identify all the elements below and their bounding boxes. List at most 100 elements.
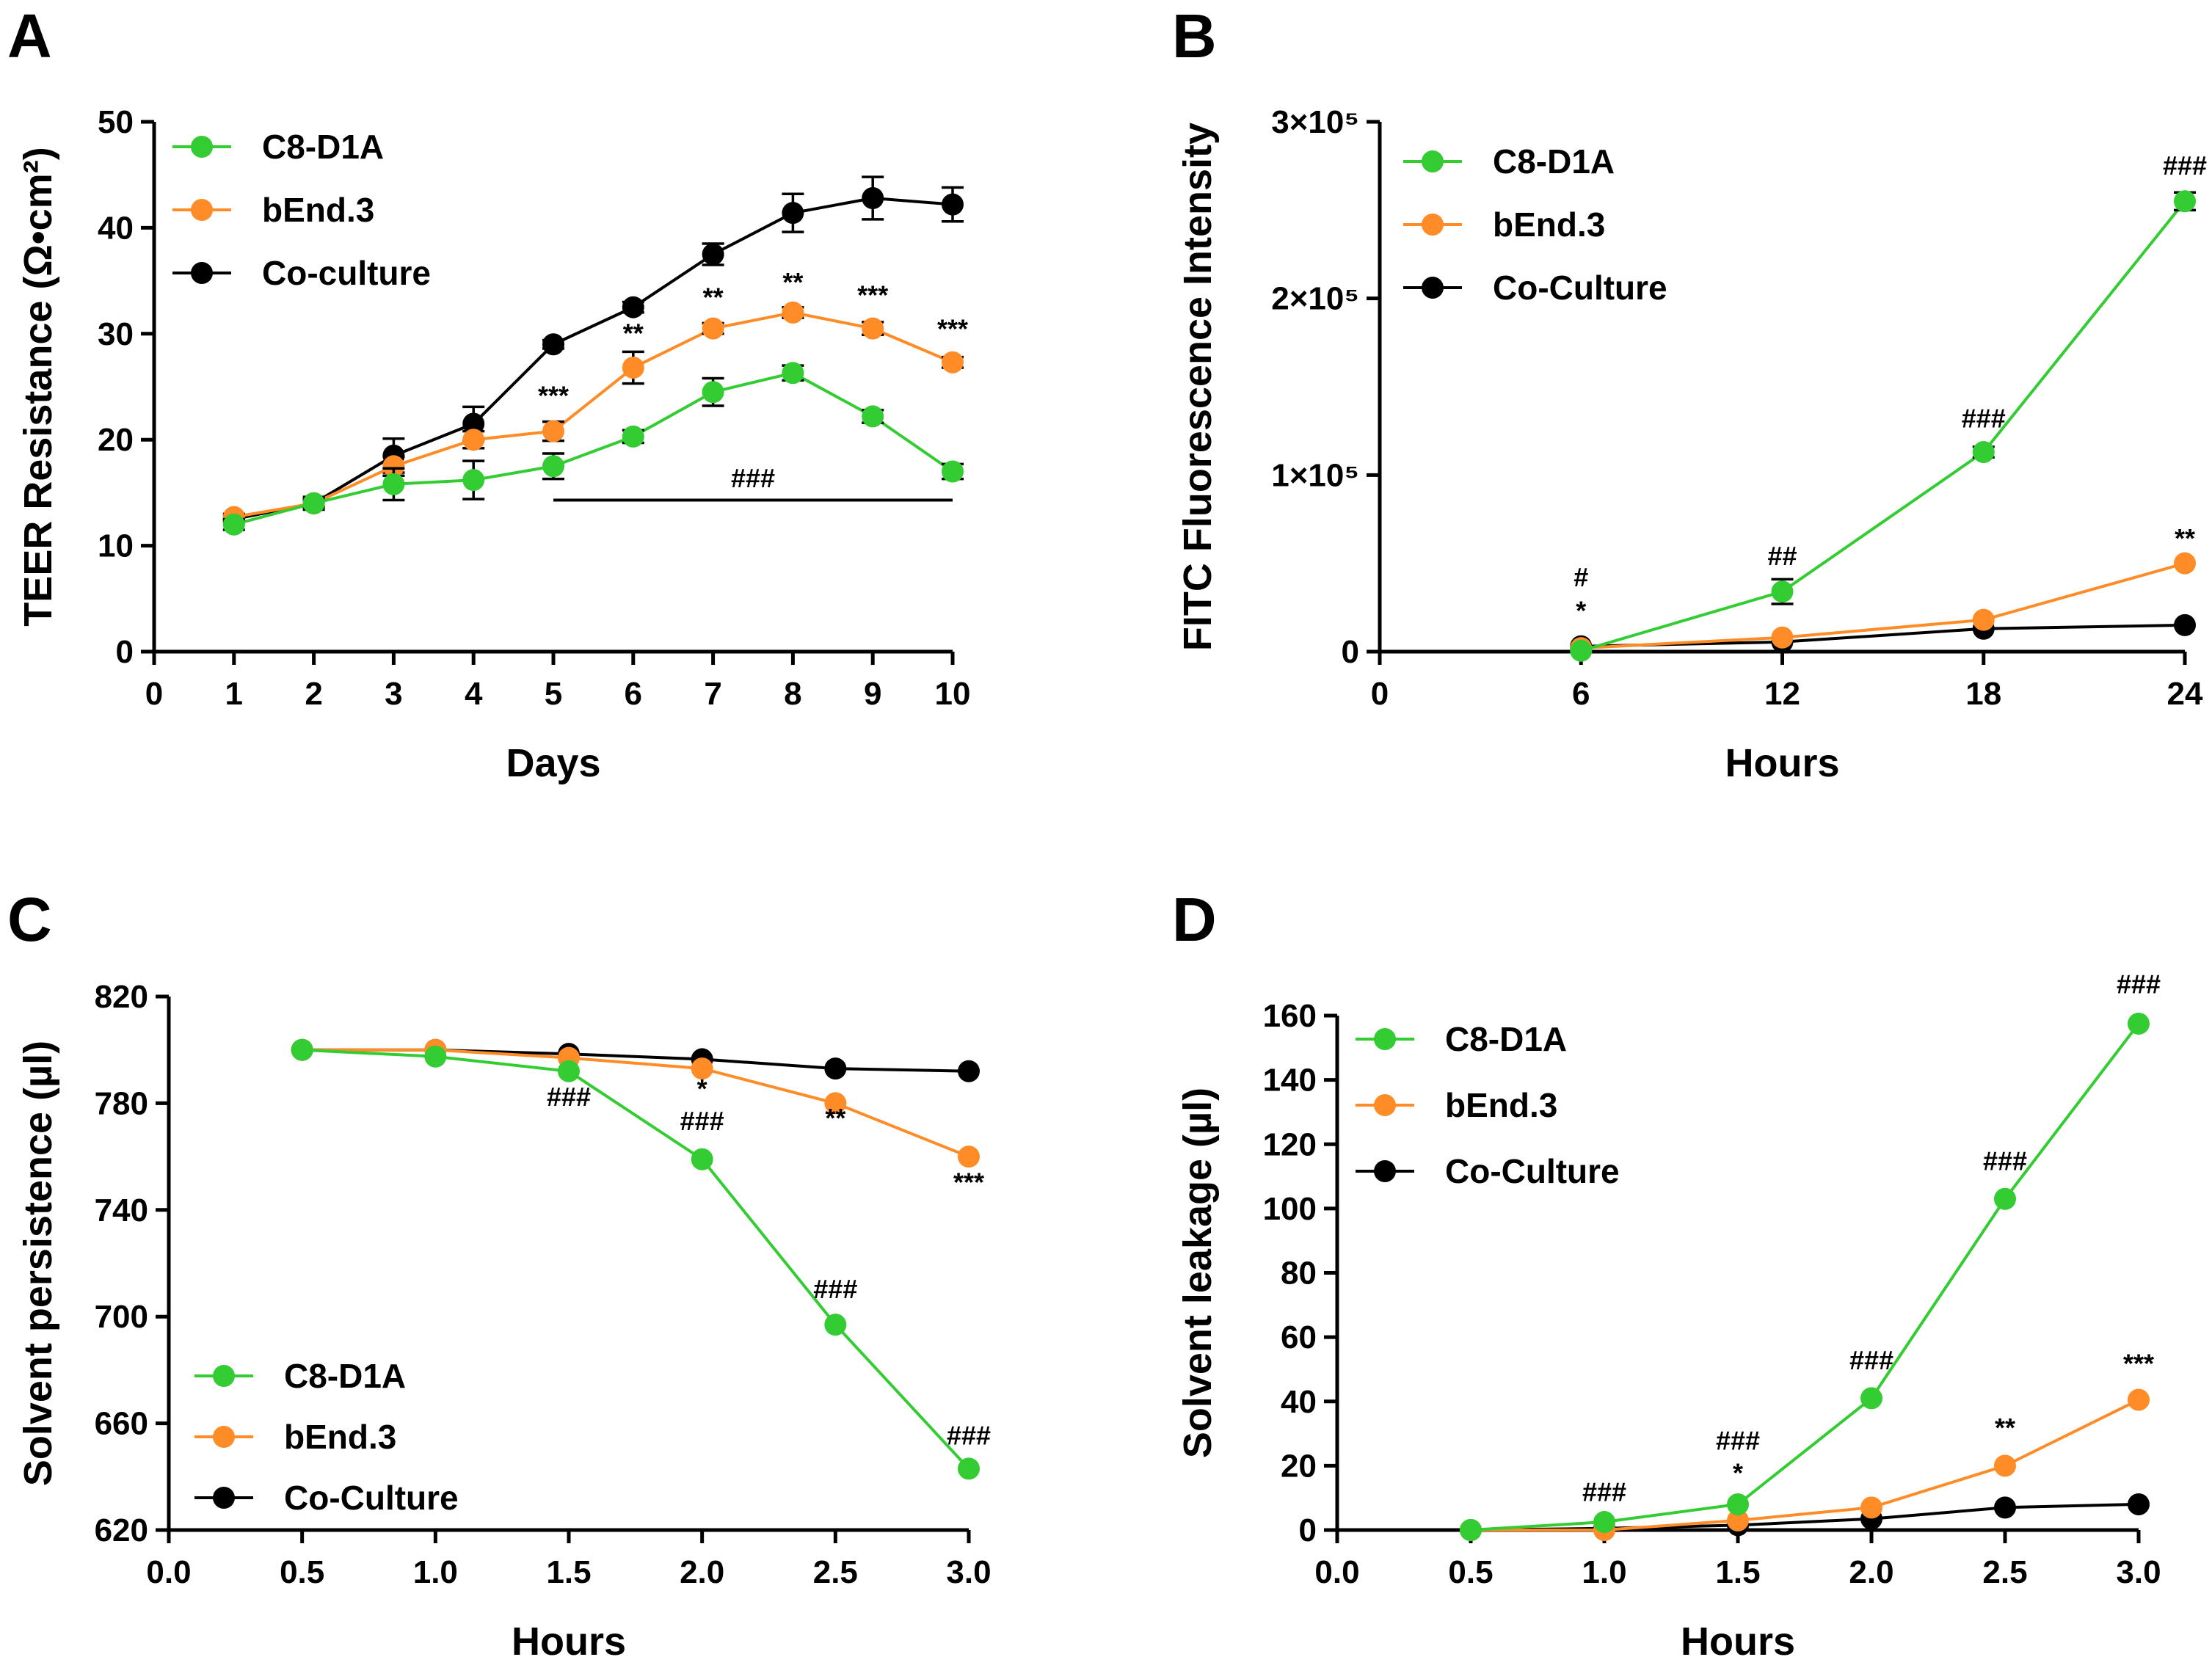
series-line: [1470, 1502, 2139, 1532]
legend-label: C8-D1A: [1445, 1020, 1567, 1058]
significance-mark: *: [1576, 596, 1586, 626]
data-point: [1972, 608, 1995, 631]
significance-mark: ###: [813, 1274, 857, 1304]
data-point: [424, 1045, 447, 1068]
legend-label: Co-Culture: [284, 1479, 459, 1517]
series-bend-3: [291, 1038, 980, 1168]
data-point: [782, 202, 804, 225]
y-tick-label: 740: [95, 1192, 148, 1228]
x-tick-label: 18: [1965, 676, 2001, 712]
legend-label: bEnd.3: [1445, 1086, 1557, 1124]
data-point: [622, 425, 644, 448]
data-point: [1460, 1519, 1482, 1541]
y-tick-label: 0: [116, 634, 134, 670]
x-tick-label: 7: [704, 676, 721, 712]
series-line: [1580, 200, 2186, 652]
data-point: [2128, 1012, 2150, 1035]
data-point: [1593, 1511, 1615, 1534]
x-tick-label: 3.0: [2116, 1554, 2161, 1590]
significance-mark: ##: [1767, 541, 1797, 571]
data-point: [542, 333, 564, 356]
series-co-culture: [222, 175, 964, 531]
y-tick-label: 10: [98, 528, 134, 564]
panel-letter: D: [1172, 885, 1217, 954]
x-tick-label: 8: [784, 676, 801, 712]
significance-mark: **: [1995, 1413, 2015, 1443]
significance-mark: **: [703, 282, 724, 312]
y-tick-label: 1×10⁵: [1271, 457, 1359, 493]
x-axis-title: Days: [506, 741, 600, 785]
y-tick-label: 2×10⁵: [1271, 281, 1359, 317]
y-tick-label: 3×10⁵: [1271, 104, 1359, 140]
y-tick-label: 120: [1263, 1126, 1317, 1162]
data-point: [1972, 441, 1995, 464]
data-point: [558, 1060, 580, 1082]
data-point: [942, 460, 964, 483]
series-line: [302, 1048, 970, 1470]
x-tick-label: 0: [145, 676, 163, 712]
data-point: [1771, 626, 1794, 649]
y-tick-label: 660: [95, 1406, 148, 1442]
x-tick-label: 4: [465, 676, 483, 712]
data-point: [462, 429, 485, 451]
panel-letter: B: [1172, 1, 1217, 70]
data-point: [702, 317, 724, 340]
y-axis-title: TEER Resistance (Ω•cm²): [16, 147, 60, 626]
x-tick-label: 3.0: [946, 1554, 991, 1590]
significance-mark: ***: [857, 280, 888, 310]
legend-label: bEnd.3: [1493, 205, 1605, 244]
data-point: [622, 296, 644, 318]
series-co-culture: [1460, 1493, 2150, 1541]
y-axis-title: Solvent leakage (µl): [1176, 1088, 1220, 1458]
significance-mark: **: [2175, 523, 2195, 553]
significance-mark: ###: [680, 1106, 724, 1136]
series-c8-d1a: [1570, 190, 2196, 662]
data-point: [958, 1060, 980, 1082]
y-tick-label: 30: [98, 316, 134, 352]
legend-marker: [1422, 150, 1444, 172]
data-point: [1860, 1496, 1882, 1519]
data-point: [824, 1092, 847, 1115]
data-point: [782, 301, 804, 324]
legend-label: C8-D1A: [284, 1357, 406, 1395]
series-bend-3: [222, 301, 964, 528]
data-point: [942, 351, 964, 374]
significance-mark: ###: [731, 463, 775, 493]
y-axis-title: Solvent persistence (µl): [16, 1041, 60, 1486]
data-point: [824, 1314, 847, 1336]
data-point: [382, 473, 405, 495]
panel-a: A 0 10 20 30 40 50 0 1 2 3 4 5 6 7 8 9 10 Days TEER Resista…: [7, 1, 970, 785]
legend-label: Co-Culture: [1445, 1152, 1620, 1190]
x-tick-label: 2.0: [680, 1554, 724, 1590]
y-axis-title: FITC Fluorescence Intensity: [1176, 123, 1220, 651]
y-tick-label: 0: [1299, 1512, 1317, 1548]
data-point: [824, 1057, 847, 1080]
significance-mark: ###: [1716, 1425, 1760, 1455]
x-tick-label: 0.5: [280, 1554, 324, 1590]
x-tick-label: 0.5: [1448, 1554, 1493, 1590]
data-point: [1727, 1493, 1749, 1515]
panel-letter: A: [7, 1, 52, 70]
data-point: [542, 455, 564, 478]
x-tick-label: 6: [1572, 676, 1590, 712]
legend-label: Co-Culture: [1493, 269, 1667, 307]
data-point: [222, 513, 245, 536]
x-tick-label: 2: [305, 676, 322, 712]
x-tick-label: 0.0: [1314, 1554, 1359, 1590]
x-tick-label: 10: [935, 676, 971, 712]
data-point: [291, 1038, 313, 1061]
significance-mark: ###: [1582, 1477, 1626, 1507]
data-point: [1727, 1509, 1749, 1532]
significance-mark: ###: [947, 1421, 991, 1451]
x-tick-label: 5: [545, 676, 562, 712]
significance-mark: ###: [1983, 1146, 2027, 1176]
significance-mark: **: [782, 267, 803, 297]
x-tick-label: 1.0: [1582, 1554, 1626, 1590]
series-line: [233, 196, 953, 521]
x-tick-label: 9: [864, 676, 881, 712]
legend-marker: [213, 1365, 235, 1387]
legend-marker: [191, 199, 213, 221]
y-tick-label: 50: [98, 104, 134, 140]
significance-mark: ###: [2163, 150, 2207, 181]
legend-marker: [1422, 277, 1444, 299]
